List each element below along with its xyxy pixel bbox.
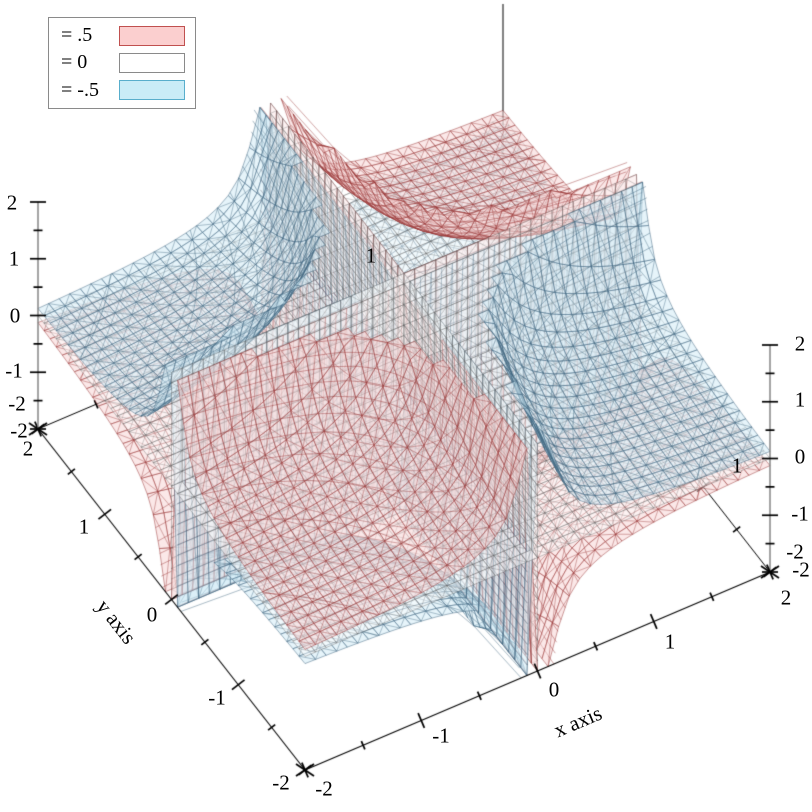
- z-axis-right-tick-label: 2: [794, 331, 806, 356]
- y-axis-tick-label: 1: [78, 514, 90, 539]
- x-axis-tick-label: -2: [315, 776, 333, 801]
- legend-entry: = .5: [61, 24, 189, 48]
- z-axis-left-tick-label: -1: [5, 358, 23, 383]
- z-axis-right-tick-label: 0: [794, 444, 806, 469]
- legend-entry: = 0: [61, 51, 189, 75]
- z-axis-right-tick-label: -2: [792, 557, 810, 582]
- legend-entry-label: = -.5: [61, 78, 99, 101]
- legend-entry-swatch: [119, 80, 185, 101]
- z-axis-left-tick-label: 1: [8, 246, 20, 271]
- legend-entry-swatch: [119, 25, 185, 46]
- z-axis-left-tick-label: -2: [10, 418, 28, 443]
- back-edge-tick-label: 1: [365, 243, 377, 268]
- x-axis-tick-label: 0: [548, 677, 560, 702]
- y-axis-tick-label: 2: [22, 436, 34, 461]
- y-axis-tick-label: 0: [146, 602, 158, 627]
- legend-entry-label: = 0: [61, 51, 88, 74]
- z-axis-left-tick-label: 2: [6, 190, 18, 215]
- back-edge-tick-label: -2: [8, 391, 26, 416]
- x-axis-tick-label: 2: [780, 585, 792, 610]
- back-edge-tick-label: 1: [731, 453, 743, 478]
- z-axis-right-tick-label: -1: [791, 501, 809, 526]
- legend-entry: = -.5: [61, 78, 189, 102]
- y-axis-tick-label: -2: [272, 770, 290, 795]
- z-axis-left-tick-label: 0: [9, 303, 21, 328]
- x-axis-tick-label: -1: [432, 723, 450, 748]
- legend-entry-swatch: [119, 52, 185, 73]
- x-axis-tick-label: 1: [664, 629, 676, 654]
- back-edge-tick-label: -2: [786, 539, 804, 564]
- legend-box: = .5 = 0 = -.5: [48, 17, 196, 109]
- z-axis-right-tick-label: 1: [794, 387, 806, 412]
- y-axis-tick-label: -1: [208, 685, 226, 710]
- legend-entry-label: = .5: [61, 24, 93, 47]
